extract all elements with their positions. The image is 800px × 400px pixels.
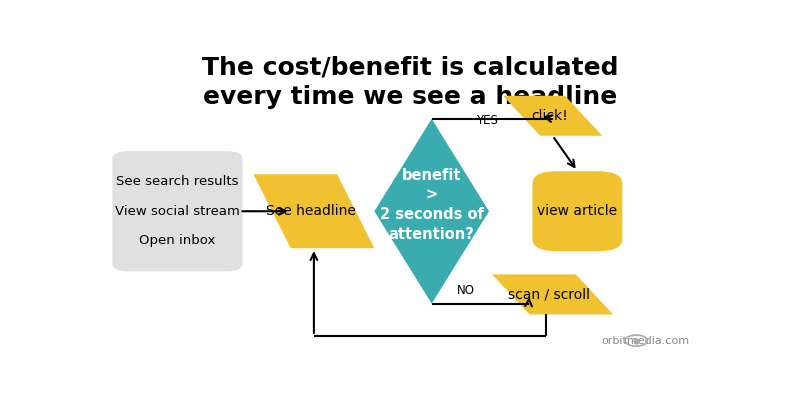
FancyBboxPatch shape — [533, 171, 622, 251]
Polygon shape — [492, 274, 613, 314]
Text: scan / scroll: scan / scroll — [509, 287, 590, 302]
Text: See search results: See search results — [116, 176, 238, 188]
Text: The cost/benefit is calculated
every time we see a headline: The cost/benefit is calculated every tim… — [202, 56, 618, 109]
Text: NO: NO — [457, 284, 474, 297]
Polygon shape — [374, 119, 489, 304]
Polygon shape — [503, 96, 602, 136]
Text: benefit
>
2 seconds of
attention?: benefit > 2 seconds of attention? — [380, 168, 484, 242]
FancyBboxPatch shape — [112, 151, 242, 271]
Text: click!: click! — [531, 109, 568, 123]
Text: view article: view article — [538, 204, 618, 218]
Text: See headline: See headline — [266, 204, 356, 218]
Text: orbitmedia.com: orbitmedia.com — [601, 336, 689, 346]
Text: Open inbox: Open inbox — [139, 234, 216, 247]
Polygon shape — [254, 174, 374, 248]
Text: YES: YES — [476, 114, 498, 126]
Text: View social stream: View social stream — [115, 205, 240, 218]
